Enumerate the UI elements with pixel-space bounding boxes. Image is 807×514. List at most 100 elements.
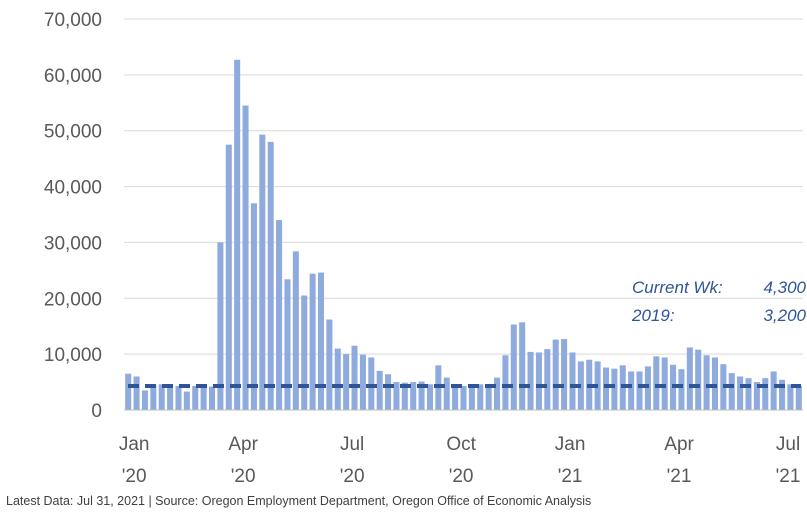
y-tick-label: 20,000: [44, 289, 102, 310]
bar: [485, 386, 492, 410]
bar: [242, 105, 249, 410]
bar: [133, 376, 140, 410]
annotation-value: 3,200: [763, 306, 806, 325]
bar: [602, 367, 610, 410]
bar: [426, 384, 433, 410]
bar: [502, 355, 509, 410]
bar: [410, 382, 417, 410]
bar: [192, 385, 199, 410]
y-tick-label: 50,000: [44, 122, 102, 143]
bar: [209, 386, 216, 410]
y-axis-ticks: 0 10,000 20,000 30,000 40,000 50,000 60,000 70,…: [44, 10, 102, 422]
y-tick-label: 70,000: [44, 10, 102, 31]
bar: [695, 349, 702, 410]
bar: [561, 339, 568, 410]
bar: [795, 385, 802, 410]
bar: [477, 384, 484, 410]
bar: [644, 366, 651, 410]
bar: [745, 378, 752, 410]
bar: [175, 385, 182, 410]
bar: [368, 357, 375, 410]
bar: [225, 144, 232, 410]
x-tick-month: Jan: [555, 434, 586, 455]
x-tick-year: '20: [340, 466, 365, 487]
bar: [661, 357, 668, 410]
bar: [443, 377, 450, 410]
bar: [259, 134, 266, 411]
bar: [141, 390, 148, 410]
source-note: Latest Data: Jul 31, 2021 | Source: Oreg…: [6, 494, 592, 508]
bar: [728, 373, 735, 410]
x-tick-month: Oct: [446, 434, 476, 455]
x-tick-month: Jan: [119, 434, 150, 455]
x-tick-month: Jul: [776, 434, 800, 455]
bar: [753, 382, 760, 410]
annotation-label: 2019:: [631, 306, 675, 325]
bar: [284, 279, 291, 410]
bar: [351, 345, 358, 410]
bar: [628, 371, 635, 410]
bar: [770, 371, 777, 410]
y-tick-label: 40,000: [44, 178, 102, 199]
bar: [343, 354, 350, 410]
x-tick-year: '21: [667, 466, 692, 487]
bar: [460, 385, 467, 410]
bar: [234, 59, 241, 410]
bar: [636, 371, 643, 410]
y-tick-label: 60,000: [44, 66, 102, 87]
bar: [401, 382, 408, 410]
bar: [535, 352, 542, 410]
bar: [292, 251, 299, 410]
bar: [250, 203, 257, 410]
x-tick-year: '21: [558, 466, 583, 487]
bar: [468, 386, 475, 410]
bar-series: [125, 59, 802, 411]
bar: [544, 349, 551, 410]
bar: [301, 295, 308, 410]
bar: [359, 354, 366, 410]
bar: [150, 384, 157, 410]
bar: [393, 382, 400, 410]
x-tick-year: '20: [122, 466, 147, 487]
x-tick-year: '20: [231, 466, 256, 487]
bar: [167, 384, 174, 410]
bar: [686, 347, 693, 410]
bar: [125, 373, 132, 410]
x-tick-month: Jul: [340, 434, 364, 455]
bar: [326, 319, 333, 410]
bar: [510, 324, 517, 410]
bar: [779, 379, 786, 410]
bar: [569, 352, 576, 410]
bar: [452, 384, 459, 410]
x-axis-ticks: Jan '20 Apr '20 Jul '20 Oct '20 Jan '21 Apr '21 Jul '…: [119, 434, 801, 487]
annotations: Current Wk: 4,300 2019: 3,200: [631, 278, 807, 325]
bar: [418, 381, 425, 410]
bar: [653, 356, 660, 410]
bar: [276, 220, 283, 410]
annotation-value: 4,300: [763, 278, 806, 297]
bar: [183, 391, 190, 410]
annotation-label: Current Wk:: [632, 278, 723, 297]
x-tick-year: '20: [449, 466, 474, 487]
bar: [703, 355, 710, 410]
bar: [787, 384, 794, 410]
claims-chart: 0 10,000 20,000 30,000 40,000 50,000 60,000 70,…: [44, 10, 807, 487]
bar: [376, 370, 383, 410]
bar: [519, 322, 526, 410]
y-tick-label: 0: [91, 401, 102, 422]
bar: [737, 376, 744, 410]
x-tick-year: '21: [776, 466, 801, 487]
bar: [385, 374, 392, 410]
bar: [611, 368, 618, 410]
bar: [334, 348, 341, 410]
bar: [552, 339, 559, 410]
bar: [309, 273, 316, 410]
bar: [678, 369, 685, 410]
y-tick-label: 10,000: [44, 345, 102, 366]
bar: [317, 272, 325, 410]
bar: [158, 384, 165, 410]
y-tick-label: 30,000: [44, 233, 102, 254]
bar: [200, 385, 207, 410]
bar: [762, 378, 769, 410]
bar: [267, 141, 274, 410]
